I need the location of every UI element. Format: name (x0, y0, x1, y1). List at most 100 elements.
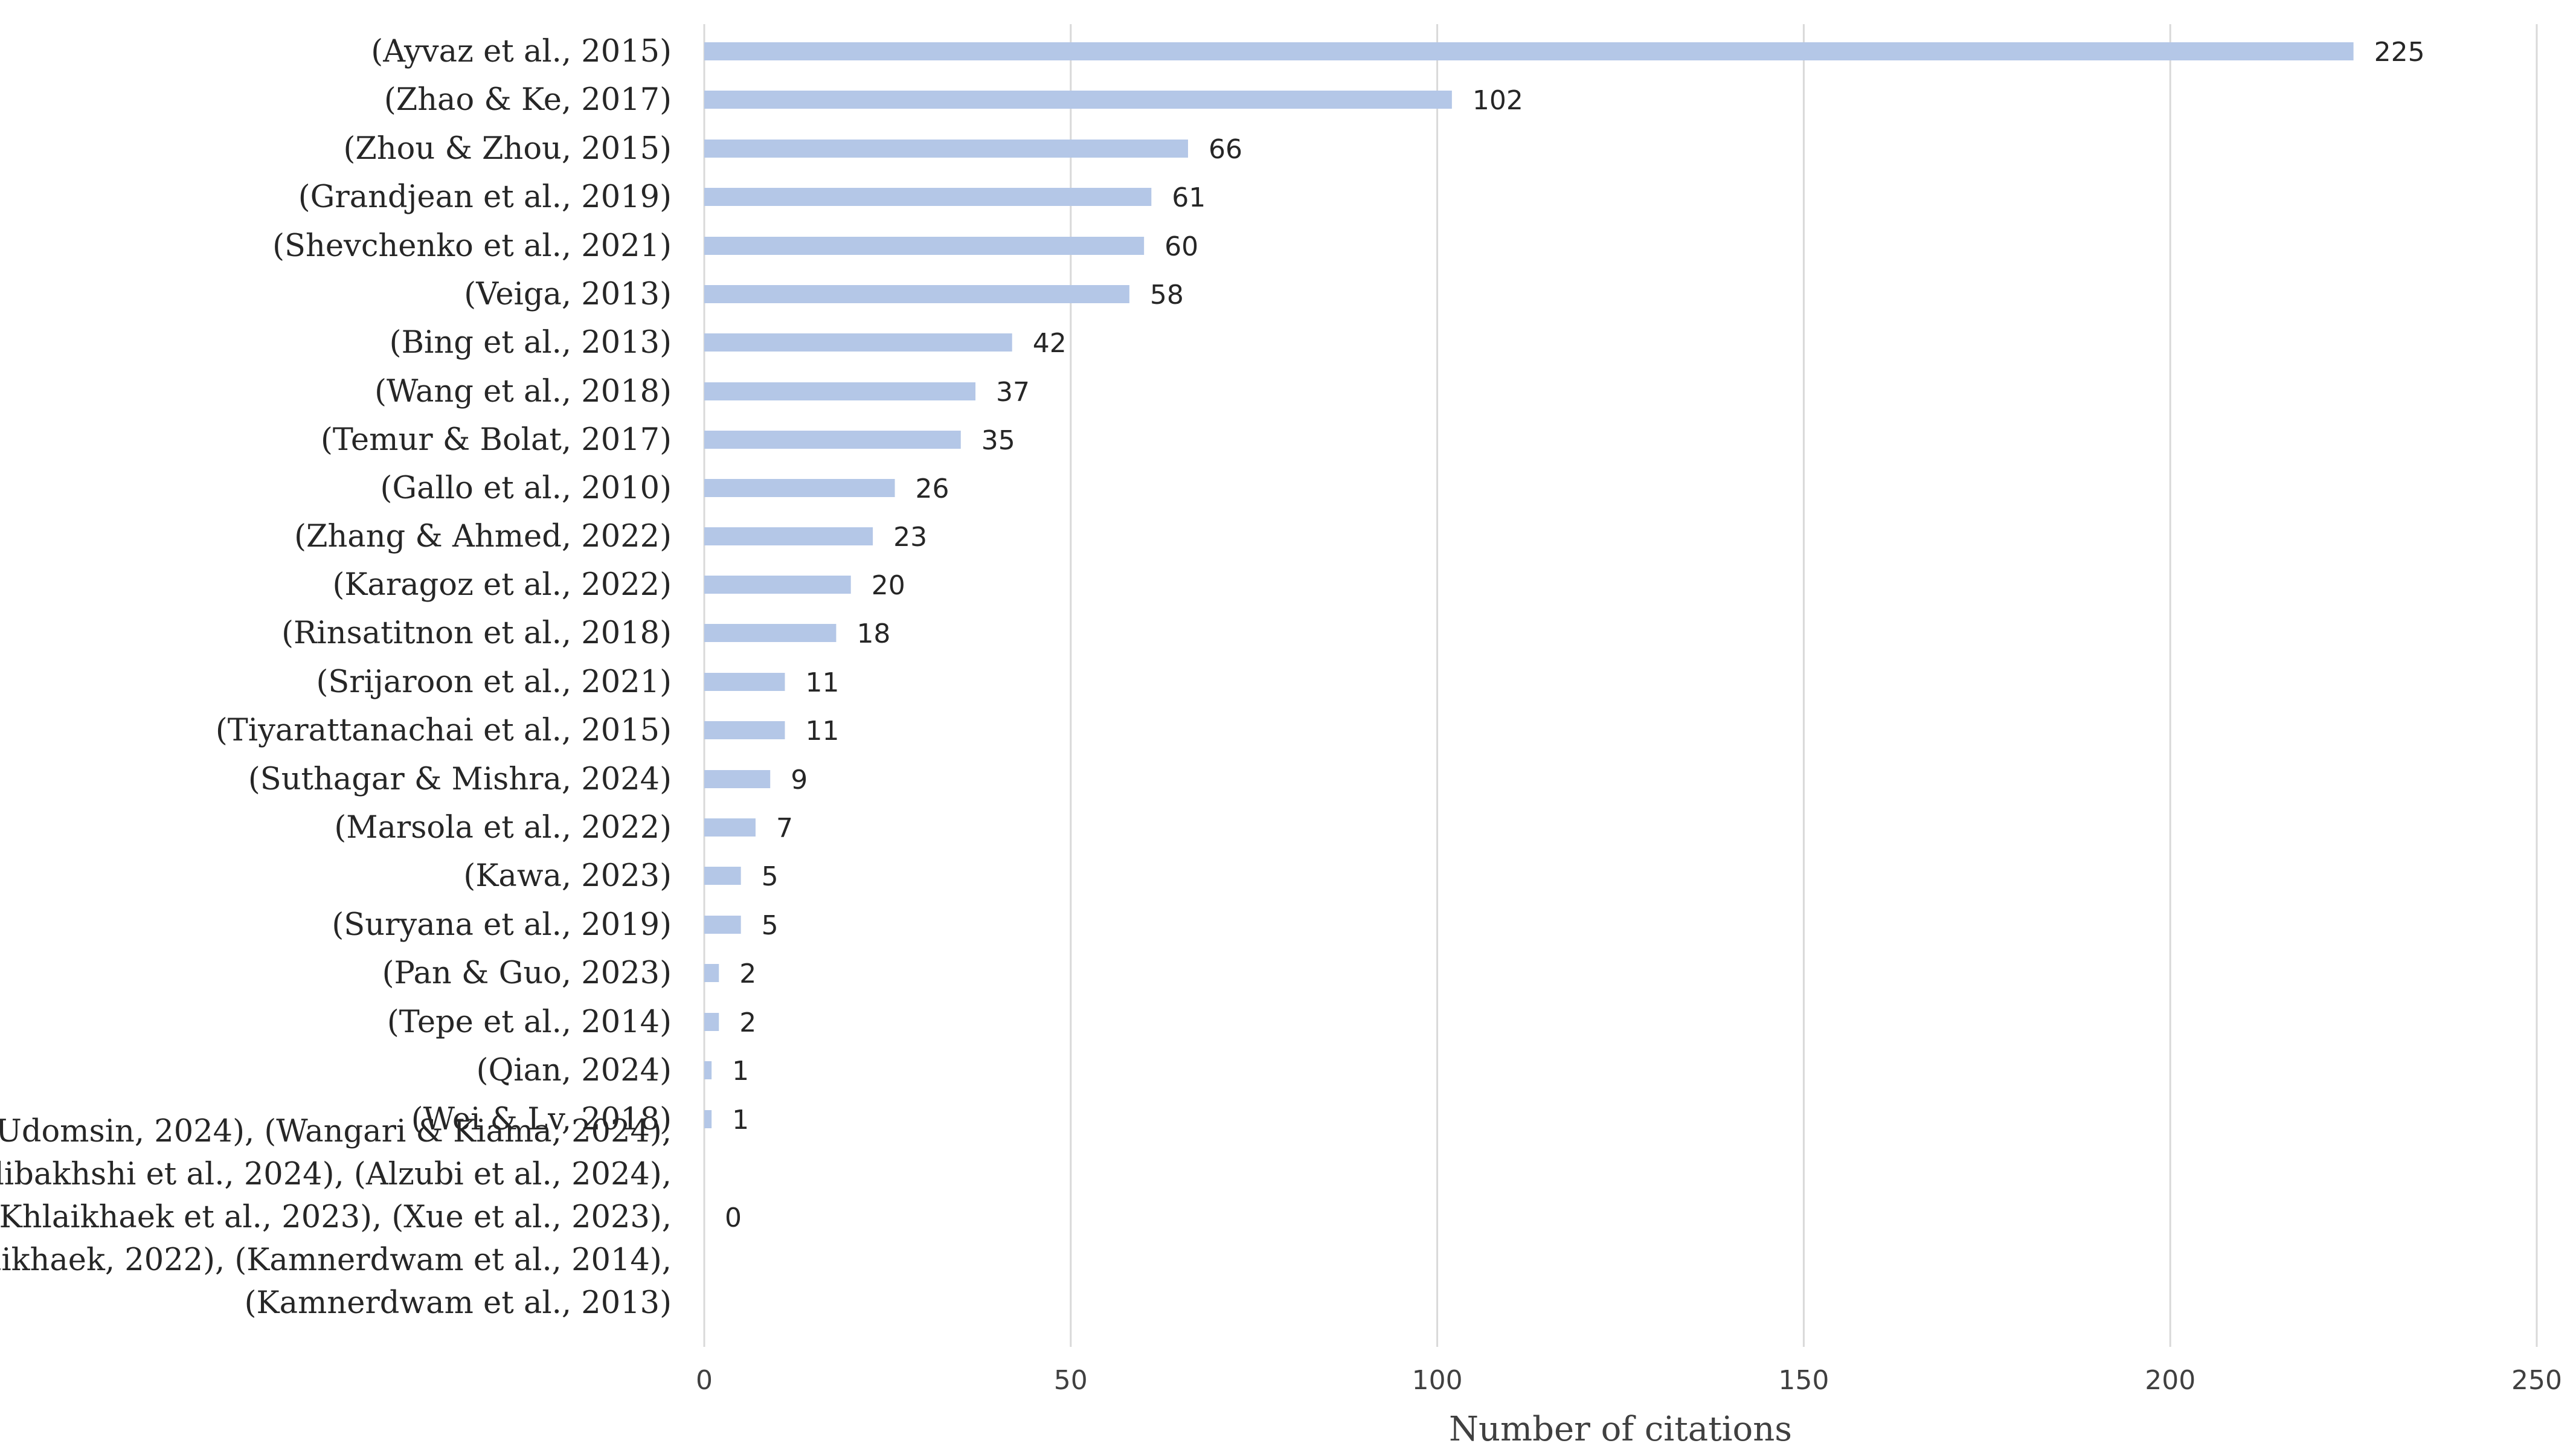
category-label-line: (Kawa, 2023) (463, 858, 672, 894)
x-tick-label: 200 (2145, 1365, 2195, 1396)
bar (704, 140, 1188, 158)
category-label: (Karagoz et al., 2022) (332, 567, 672, 603)
category-label-line: (Veiga, 2013) (464, 277, 672, 312)
data-label: 2 (739, 959, 756, 989)
category-label-line: (Bing et al., 2013) (390, 325, 672, 361)
category-label-line: (Karagoz et al., 2022) (332, 567, 672, 603)
category-label-line: (Pan & Guo, 2023) (382, 956, 672, 991)
category-label-line: (Udomsin, 2024), (Wangari & Kiama, 2024)… (0, 1114, 672, 1149)
data-label: 11 (805, 716, 839, 747)
category-label: (Bing et al., 2013) (390, 325, 672, 361)
bar (704, 237, 1145, 255)
category-label: (Veiga, 2013) (464, 277, 672, 312)
x-tick-label: 150 (1778, 1365, 1829, 1396)
data-label: 2 (739, 1007, 756, 1038)
bar (704, 964, 719, 982)
data-label: 23 (893, 522, 927, 553)
x-axis-title: Number of citations (1449, 1410, 1792, 1449)
bar (704, 527, 873, 545)
data-label: 1 (732, 1056, 749, 1087)
category-label-line: (Zhao & Ke, 2017) (384, 82, 672, 118)
category-label-line: (Khlaikhaek, 2022), (Kamnerdwam et al., … (0, 1242, 672, 1278)
gridlines (703, 24, 2538, 1347)
category-label-line: (Wei & Lv, 2018) (411, 1102, 672, 1137)
category-label: (Udomsin, 2024), (Wangari & Kiama, 2024)… (0, 1114, 672, 1321)
data-label: 9 (791, 765, 808, 795)
bar (704, 42, 2354, 60)
data-label: 7 (776, 813, 793, 844)
x-tick-label: 0 (696, 1365, 713, 1396)
category-label-line: (Gallo et al., 2010) (380, 471, 672, 506)
category-label: (Zhang & Ahmed, 2022) (294, 519, 672, 554)
category-label: (Srijaroon et al., 2021) (316, 664, 672, 700)
category-label-line: (Shevchenko et al., 2021) (272, 228, 672, 264)
category-label: (Suryana et al., 2019) (332, 907, 672, 943)
category-label-line: (Kamnerdwam et al., 2013) (245, 1285, 672, 1321)
category-labels: (Ayvaz et al., 2015) (Zhao & Ke, 2017) (Zh… (0, 34, 672, 1321)
bar (704, 721, 785, 739)
category-label: (Wei & Lv, 2018) (411, 1102, 672, 1137)
category-label: (Ayvaz et al., 2015) (371, 34, 672, 69)
category-label-line: (Wang et al., 2018) (374, 374, 672, 410)
category-label-line: (Khlaikhaek et al., 2023), (Xue et al., … (0, 1200, 672, 1235)
category-label-line: (Marsola et al., 2022) (334, 810, 672, 846)
bar (704, 624, 837, 642)
category-label: (Suthagar & Mishra, 2024) (248, 762, 672, 797)
category-label: (Shevchenko et al., 2021) (272, 228, 672, 264)
category-label-line: (Grandjean et al., 2019) (298, 179, 672, 215)
x-tick-label: 250 (2511, 1365, 2562, 1396)
category-label-line: (Temur & Bolat, 2017) (321, 422, 672, 458)
category-label: (Tiyarattanachai et al., 2015) (216, 713, 672, 748)
data-label: 42 (1033, 328, 1067, 359)
category-label: (Pan & Guo, 2023) (382, 956, 672, 991)
data-label: 5 (762, 861, 779, 892)
bar (704, 479, 895, 497)
bar (704, 576, 851, 594)
category-label: (Gallo et al., 2010) (380, 471, 672, 506)
x-tick-label: 100 (1412, 1365, 1463, 1396)
data-label: 37 (996, 377, 1030, 408)
category-label: (Wang et al., 2018) (374, 374, 672, 410)
bar (704, 916, 741, 934)
bar (704, 1061, 712, 1079)
bar (704, 1110, 712, 1128)
category-label-line: (Alibakhshi et al., 2024), (Alzubi et al… (0, 1157, 672, 1192)
category-label: (Zhao & Ke, 2017) (384, 82, 672, 118)
data-label: 102 (1473, 85, 1523, 116)
category-label-line: (Zhang & Ahmed, 2022) (294, 519, 672, 554)
data-label: 18 (856, 618, 890, 649)
category-label: (Temur & Bolat, 2017) (321, 422, 672, 458)
bar (704, 818, 756, 837)
category-label: (Rinsatitnon et al., 2018) (281, 615, 672, 651)
category-label: (Marsola et al., 2022) (334, 810, 672, 846)
bar (704, 91, 1452, 109)
bar (704, 382, 976, 400)
data-label: 0 (725, 1203, 742, 1233)
category-label-line: (Ayvaz et al., 2015) (371, 34, 672, 69)
data-labels: 2251026661605842373526232018111197552211… (725, 37, 2425, 1233)
bar (704, 673, 785, 691)
category-label: (Zhou & Zhou, 2015) (344, 131, 672, 167)
data-label: 225 (2374, 37, 2425, 68)
category-label: (Qian, 2024) (477, 1053, 672, 1088)
data-label: 58 (1150, 280, 1184, 310)
category-label: (Tepe et al., 2014) (387, 1004, 672, 1040)
category-label-line: (Tiyarattanachai et al., 2015) (216, 713, 672, 748)
category-label-line: (Tepe et al., 2014) (387, 1004, 672, 1040)
x-tick-labels: 0 50 100 150 200 250 (696, 1365, 2562, 1396)
category-label: (Kawa, 2023) (463, 858, 672, 894)
category-label-line: (Suthagar & Mishra, 2024) (248, 762, 672, 797)
bar (704, 770, 771, 788)
category-label-line: (Zhou & Zhou, 2015) (344, 131, 672, 167)
data-label: 1 (732, 1105, 749, 1135)
bar (704, 285, 1129, 303)
bar (704, 431, 961, 449)
category-label-line: (Rinsatitnon et al., 2018) (281, 615, 672, 651)
data-label: 26 (916, 474, 949, 504)
data-label: 60 (1164, 231, 1198, 262)
category-label: (Grandjean et al., 2019) (298, 179, 672, 215)
bars (704, 42, 2354, 1128)
bar (704, 867, 741, 885)
data-label: 5 (762, 910, 779, 941)
